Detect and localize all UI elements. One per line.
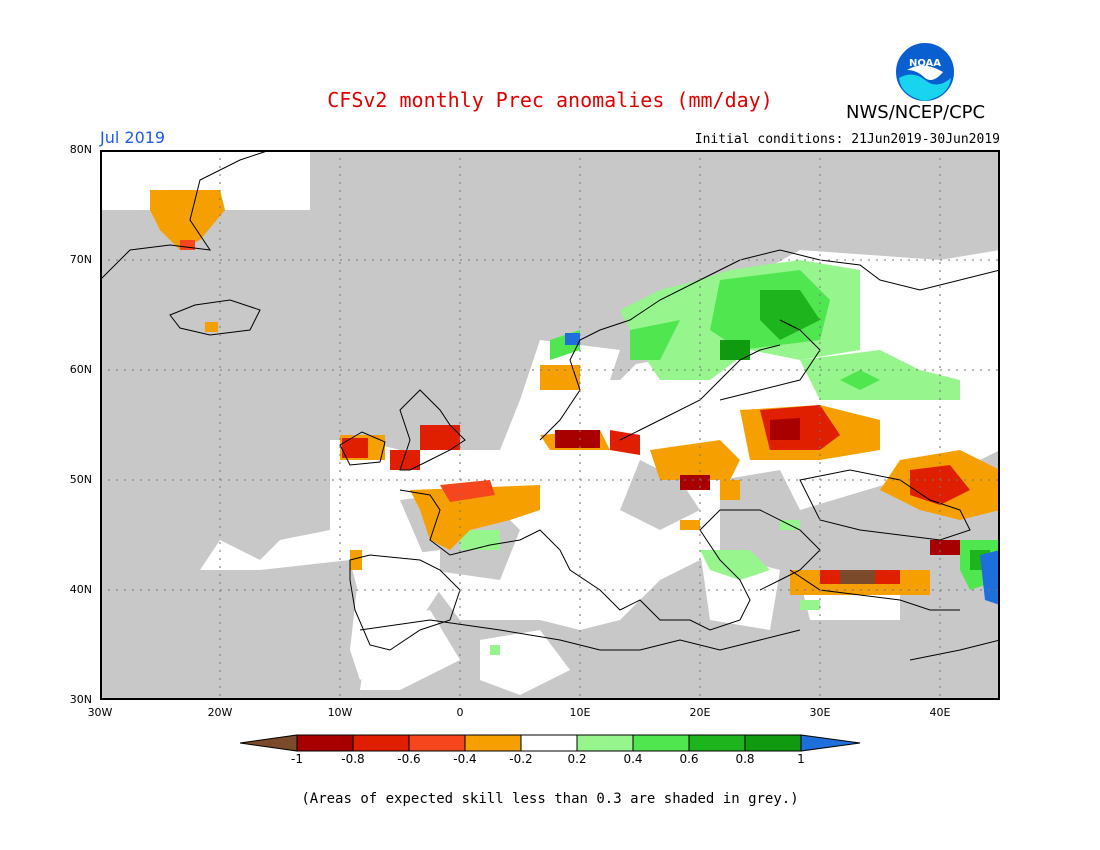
lon-label-20w: 20W <box>207 706 233 719</box>
dry-anomalies <box>150 190 1000 595</box>
colorbar <box>240 734 861 752</box>
colorbar-label: 0.4 <box>623 752 643 766</box>
noaa-logo: NOAA <box>894 41 956 103</box>
colorbar-label: -0.2 <box>509 752 533 766</box>
colorbar-label: -1 <box>291 752 303 766</box>
noaa-logo-text: NOAA <box>909 58 941 69</box>
colorbar-bin <box>464 734 522 752</box>
colorbar-arrow-right <box>800 734 861 752</box>
map-frame <box>100 150 1000 700</box>
colorbar-bin <box>576 734 634 752</box>
europe-precip-map <box>100 150 1000 700</box>
colorbar-bin <box>688 734 746 752</box>
colorbar-label: 0.8 <box>735 752 755 766</box>
colorbar-label: -0.6 <box>397 752 421 766</box>
initial-conditions: Initial conditions: 21Jun2019-30Jun2019 <box>694 132 1000 147</box>
lat-label-50n: 50N <box>69 473 92 486</box>
very-wet-anomalies <box>565 333 1000 605</box>
lat-label-60n: 60N <box>69 363 92 376</box>
lon-label-30e: 30E <box>809 706 831 719</box>
colorbar-label: -0.8 <box>341 752 365 766</box>
colorbar-label: 0.6 <box>679 752 699 766</box>
lat-label-80n: 80N <box>69 143 92 156</box>
colorbar-bin <box>352 734 410 752</box>
colorbar-bin <box>632 734 690 752</box>
colorbar-bin <box>744 734 802 752</box>
colorbar-label: -0.4 <box>453 752 477 766</box>
lon-label-40e: 40E <box>929 706 951 719</box>
skill-footnote: (Areas of expected skill less than 0.3 a… <box>301 791 799 807</box>
colorbar-label: 1 <box>797 752 805 766</box>
colorbar-label: 0.2 <box>567 752 587 766</box>
lon-label-0: 0 <box>456 706 464 719</box>
colorbar-bin <box>520 734 578 752</box>
lat-label-30n: 30N <box>69 693 92 706</box>
colorbar-bin <box>408 734 466 752</box>
lon-label-10e: 10E <box>569 706 591 719</box>
map-title: CFSv2 monthly Prec anomalies (mm/day) <box>327 88 773 112</box>
lon-label-30w: 30W <box>87 706 113 719</box>
colorbar-arrow-left <box>240 734 298 752</box>
agency-label: NWS/NCEP/CPC <box>846 102 986 123</box>
lon-label-10w: 10W <box>327 706 353 719</box>
lon-label-20e: 20E <box>689 706 711 719</box>
forecast-month: Jul 2019 <box>100 128 166 147</box>
lat-label-70n: 70N <box>69 253 92 266</box>
colorbar-bin <box>296 734 354 752</box>
graticule <box>100 150 1000 700</box>
lat-label-40n: 40N <box>69 583 92 596</box>
